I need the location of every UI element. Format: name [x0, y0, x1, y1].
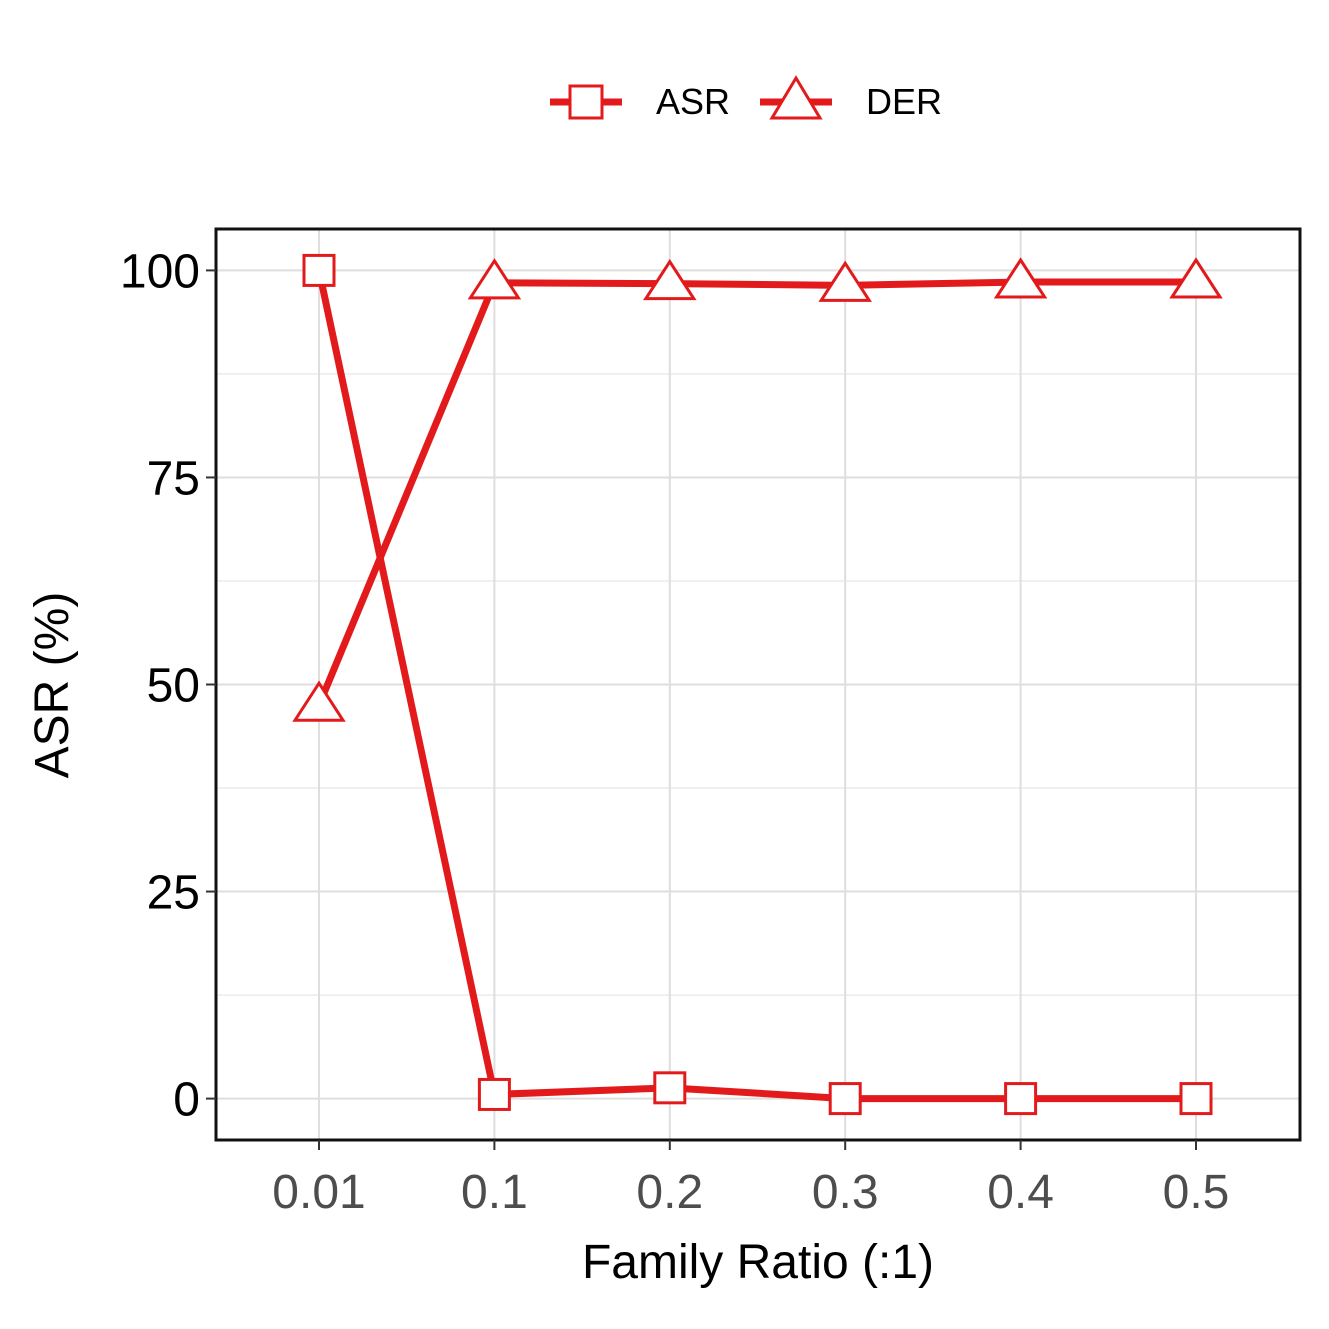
y-axis-label: ASR (%) — [26, 592, 79, 779]
data-point-asr — [477, 1077, 511, 1111]
x-tick-label: 0.4 — [987, 1166, 1054, 1219]
series-line-der — [315, 278, 1196, 707]
y-tick-label: 75 — [147, 452, 200, 505]
data-point-der — [643, 258, 697, 301]
x-tick-label: 0.5 — [1163, 1166, 1230, 1219]
x-tick-label: 0.2 — [636, 1166, 703, 1219]
y-tick-label: 100 — [120, 245, 200, 298]
series-layer — [292, 253, 1223, 1116]
x-tick-label: 0.3 — [812, 1166, 879, 1219]
data-point-asr — [653, 1071, 687, 1105]
data-point-asr — [828, 1082, 862, 1116]
data-point-der — [467, 258, 522, 300]
y-tick-label: 25 — [147, 867, 200, 920]
legend-key-asr — [550, 84, 622, 120]
data-point-der — [292, 680, 346, 722]
legend-label-asr: ASR — [656, 81, 731, 122]
x-axis-label: Family Ratio (:1) — [582, 1236, 934, 1289]
legend-label-der: DER — [866, 81, 943, 122]
legend-item-der: DER — [760, 74, 942, 130]
grid-lines — [216, 229, 1300, 1140]
legend-item-asr: ASR — [550, 74, 730, 130]
data-point-der — [818, 260, 872, 302]
series-line-asr — [315, 269, 1196, 1103]
data-point-der — [1169, 257, 1223, 299]
x-tick-label: 0.01 — [272, 1166, 365, 1219]
y-tick-labels: 0 25 50 75 100 — [120, 245, 216, 1127]
data-point-der — [993, 257, 1048, 299]
data-point-asr — [1179, 1082, 1213, 1116]
x-tick-label: 0.1 — [461, 1166, 528, 1219]
legend-key-der — [760, 75, 833, 120]
y-tick-label: 0 — [173, 1074, 200, 1127]
chart-legend: ASR DER — [550, 72, 942, 132]
x-tick-labels: 0.01 0.1 0.2 0.3 0.4 0.5 — [272, 1140, 1229, 1219]
data-point-asr — [302, 253, 336, 287]
data-point-asr — [1004, 1082, 1038, 1116]
y-tick-label: 50 — [147, 660, 200, 713]
